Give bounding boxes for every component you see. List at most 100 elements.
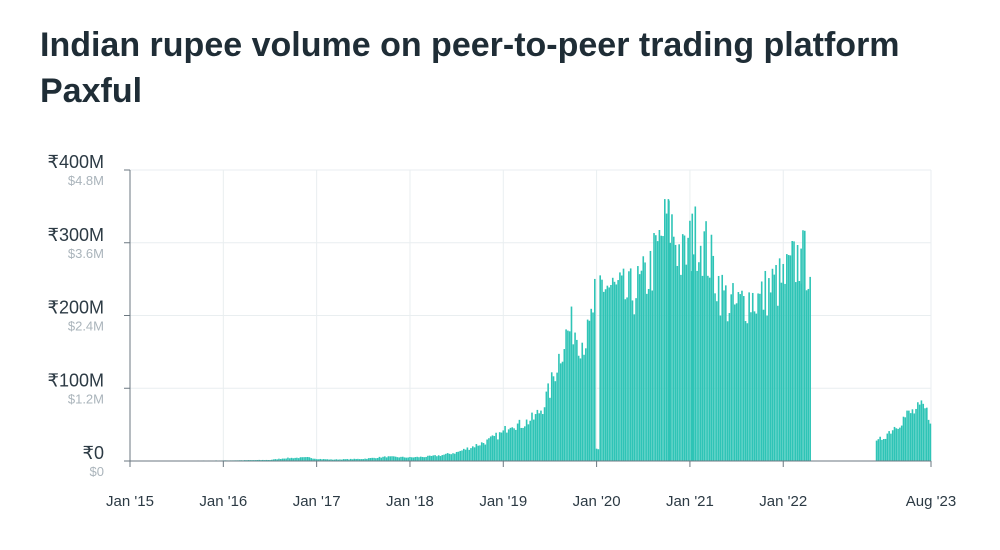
bar <box>297 458 300 461</box>
bar <box>409 456 411 461</box>
bar <box>730 294 732 461</box>
bar <box>525 419 528 461</box>
bar <box>362 459 365 461</box>
bar <box>721 274 724 461</box>
bar <box>549 397 551 461</box>
bar <box>601 279 603 461</box>
bar <box>337 459 339 461</box>
bar <box>446 453 449 461</box>
y-axis-ticks: ₹0$0 ₹100M$1.2M ₹200M$2.4M ₹300M$3.6M ₹400M$… <box>48 152 104 479</box>
bar <box>793 241 795 461</box>
bar <box>906 410 908 461</box>
chart-title: Indian rupee volume on peer-to-peer trad… <box>40 26 900 110</box>
bar <box>466 447 469 461</box>
y-tick-label: ₹400M <box>48 152 104 172</box>
bar <box>421 456 424 461</box>
bar <box>703 231 706 461</box>
bar <box>678 244 680 461</box>
x-tick-label: Jan '21 <box>666 493 714 510</box>
y-tick-label-usd: $0 <box>90 464 104 479</box>
bar <box>911 409 914 461</box>
bar <box>619 272 621 461</box>
bar <box>617 280 619 461</box>
bar <box>265 459 268 461</box>
bar <box>602 291 605 461</box>
bar <box>382 456 384 461</box>
bar <box>364 458 366 461</box>
bar <box>283 458 286 461</box>
bar <box>674 244 677 461</box>
bar <box>908 410 910 461</box>
bar <box>787 255 790 461</box>
bar <box>509 427 512 461</box>
bar <box>900 425 903 461</box>
bar <box>687 237 689 461</box>
bar <box>534 414 537 461</box>
bar <box>759 293 761 461</box>
bar <box>326 459 329 461</box>
bar <box>287 457 289 461</box>
bar <box>751 292 754 461</box>
bar <box>299 457 302 461</box>
bar <box>554 381 557 461</box>
bar <box>552 376 555 461</box>
bar <box>803 230 806 461</box>
bar <box>416 456 418 461</box>
bar <box>344 459 347 461</box>
bar <box>739 294 741 461</box>
bar <box>358 459 361 461</box>
y-tick-label: ₹100M <box>48 370 104 390</box>
bar <box>452 453 454 461</box>
bar <box>290 457 293 461</box>
bar <box>800 248 802 461</box>
bar <box>782 263 785 461</box>
bar <box>396 457 399 461</box>
bar <box>920 400 923 461</box>
bar <box>680 274 682 461</box>
bar <box>737 292 740 461</box>
bar <box>357 458 359 461</box>
bar <box>733 304 736 461</box>
x-tick-label: Jan '15 <box>106 493 154 510</box>
bar <box>393 456 395 461</box>
bar <box>511 427 514 461</box>
bar <box>294 457 296 461</box>
bar <box>314 458 316 461</box>
bar <box>764 270 767 461</box>
bar <box>520 427 523 461</box>
bar <box>741 290 743 461</box>
bar <box>875 440 878 461</box>
bar <box>306 457 309 461</box>
x-tick-label: Jan '20 <box>573 493 621 510</box>
bar <box>660 235 663 461</box>
bar <box>488 438 490 461</box>
bar <box>755 313 758 461</box>
x-tick-label: Jan '16 <box>199 493 247 510</box>
bar <box>592 312 594 461</box>
bar <box>500 432 503 461</box>
bar <box>780 282 783 461</box>
bar <box>319 458 322 461</box>
bar <box>464 449 467 461</box>
bar <box>405 457 408 461</box>
bar <box>470 448 472 461</box>
bar <box>360 459 363 461</box>
bar <box>428 455 431 461</box>
bar <box>547 383 549 461</box>
bar <box>676 265 679 461</box>
bar <box>708 277 711 461</box>
bar <box>462 448 465 461</box>
bar <box>750 312 752 461</box>
bar <box>620 275 623 461</box>
bar <box>586 319 589 461</box>
x-tick-label: Jan '19 <box>479 493 527 510</box>
bar <box>897 428 899 461</box>
bar <box>698 262 700 461</box>
bar <box>576 339 578 461</box>
bar <box>629 268 632 461</box>
bar <box>445 453 447 461</box>
bar <box>482 442 485 461</box>
bar <box>594 278 596 461</box>
bar <box>437 455 440 461</box>
bar <box>904 417 907 461</box>
